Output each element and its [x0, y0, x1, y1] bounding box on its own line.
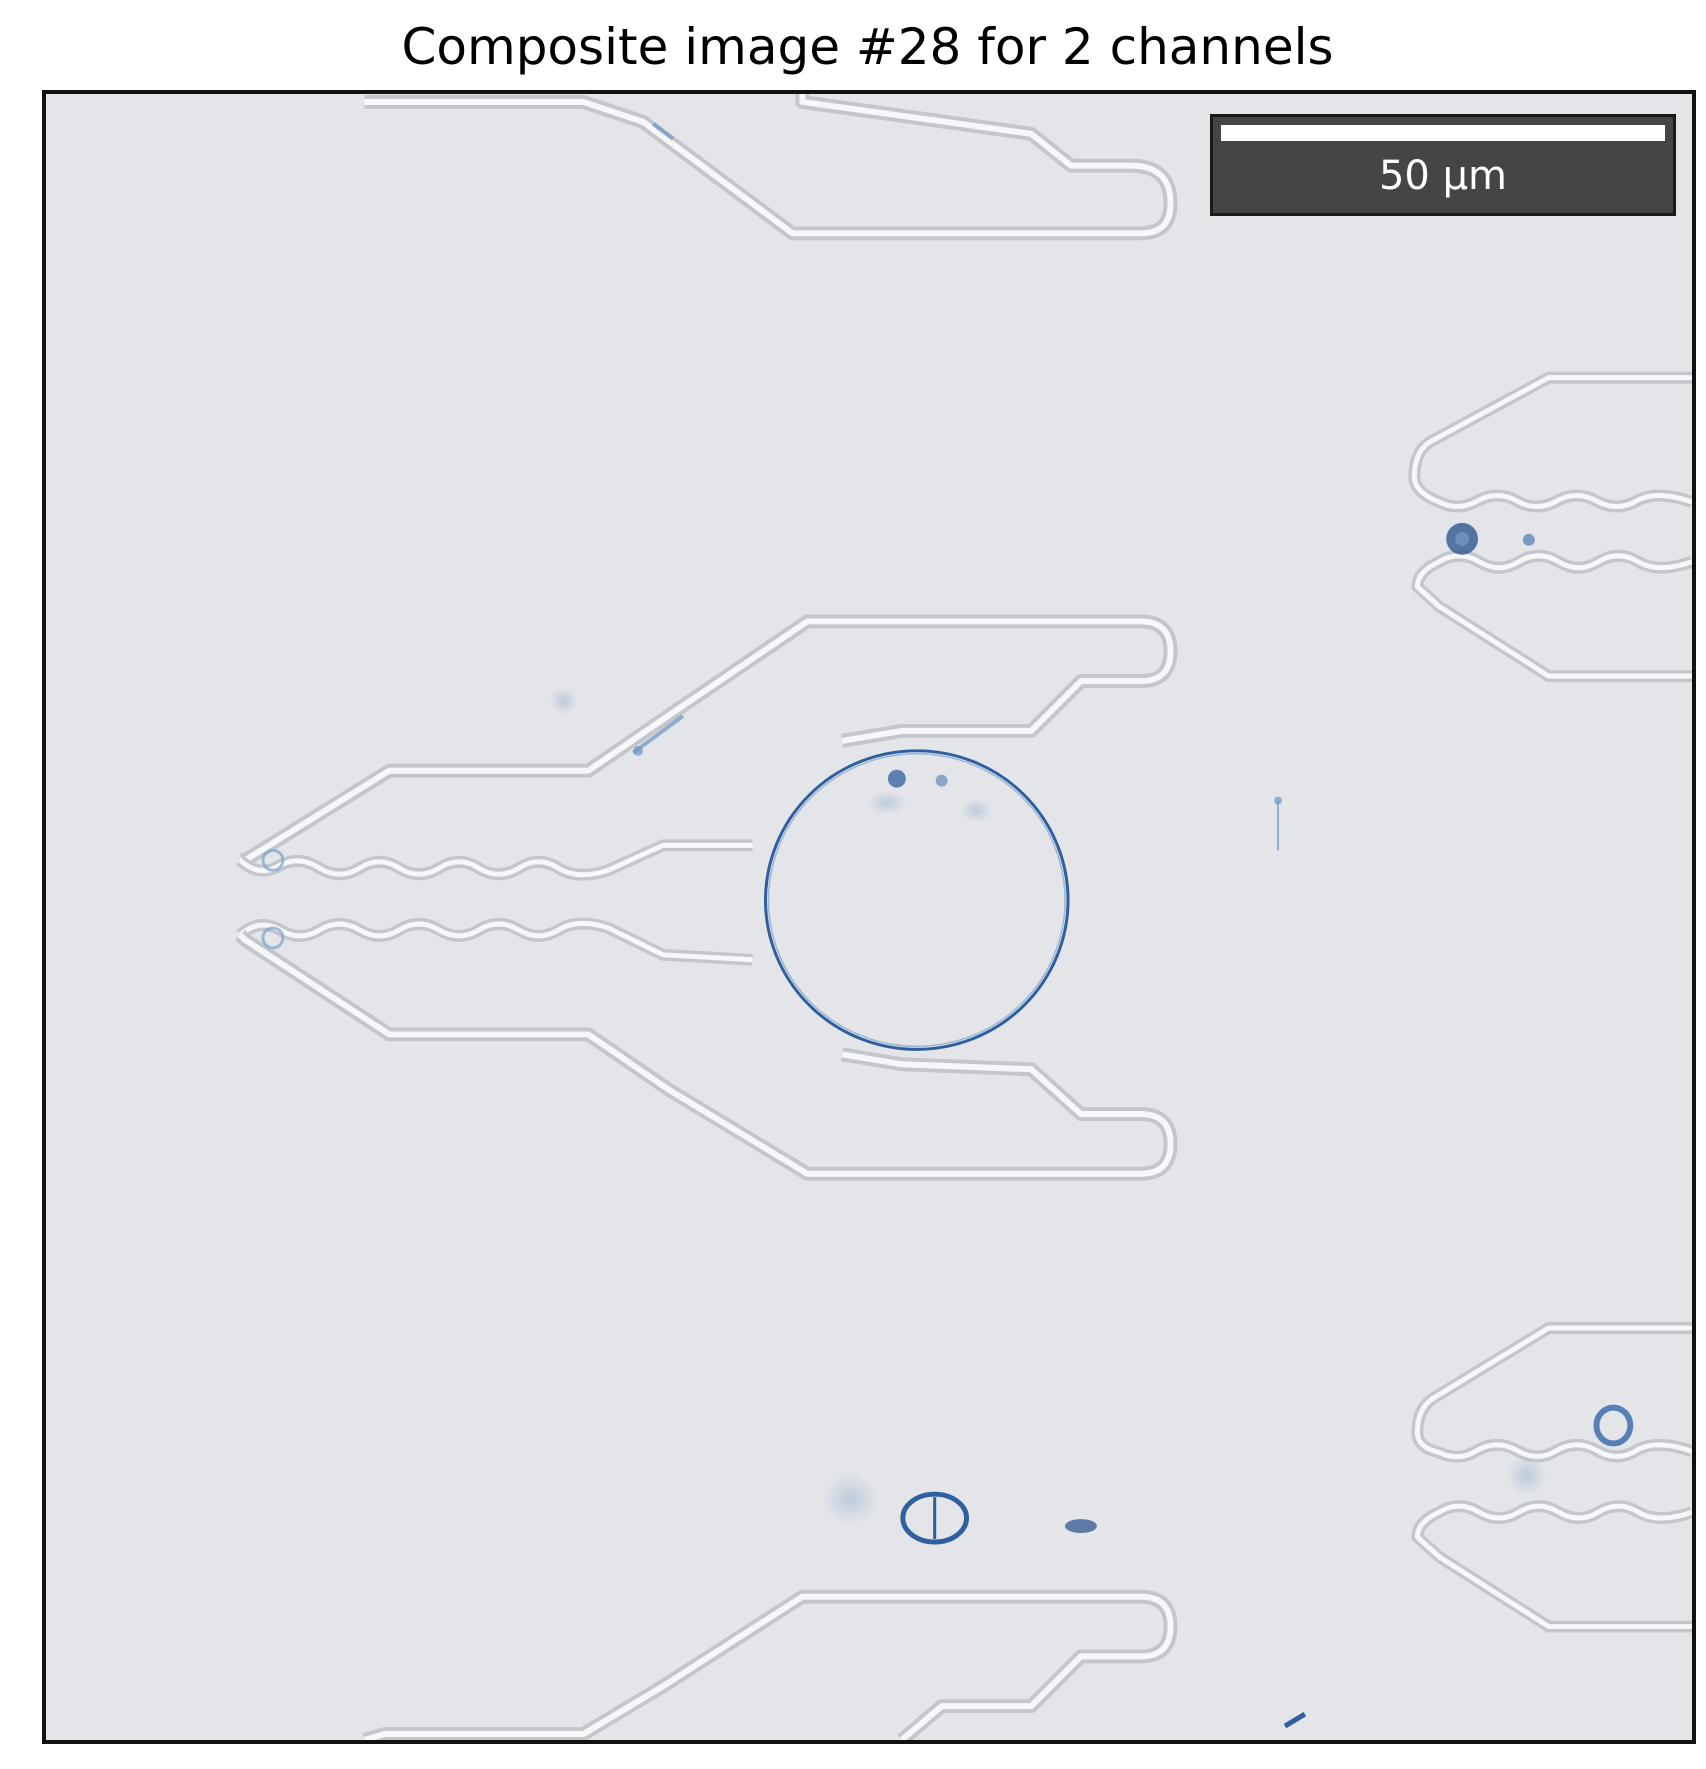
scale-bar-label: 50 µm — [1378, 153, 1508, 199]
scale-bar-line — [1221, 125, 1665, 141]
trap-center-lower — [235, 917, 1178, 1181]
trap-right-middle — [1408, 371, 1692, 683]
trap-top — [364, 94, 1178, 241]
microscopy-image: 50 µm — [42, 90, 1696, 1744]
trapped-droplet — [764, 749, 1070, 1051]
figure-title: Composite image #28 for 2 channels — [401, 18, 1334, 76]
field-background — [46, 94, 1692, 1740]
stained-debris — [261, 122, 1634, 1729]
microscopy-field — [46, 94, 1692, 1740]
trap-center-upper — [236, 614, 1178, 881]
trap-right-bottom — [1411, 1322, 1692, 1633]
scale-bar: 50 µm — [1210, 114, 1676, 216]
trap-bottom — [362, 1589, 1178, 1740]
